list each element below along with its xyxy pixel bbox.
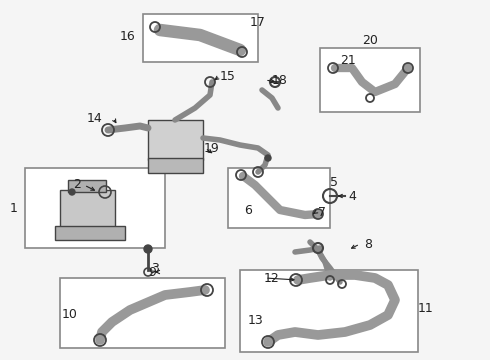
Text: 3: 3: [151, 261, 159, 274]
Text: 2: 2: [73, 179, 81, 192]
Text: 7: 7: [318, 206, 326, 219]
Bar: [60, 190, 115, 228]
Bar: [148, 120, 203, 160]
Bar: [55, 226, 125, 240]
Circle shape: [69, 189, 75, 195]
Text: 5: 5: [330, 175, 338, 189]
Bar: [25, 168, 165, 248]
Text: 17: 17: [250, 15, 266, 28]
Text: 1: 1: [10, 202, 18, 215]
Text: 6: 6: [244, 203, 252, 216]
Text: 14: 14: [87, 112, 103, 125]
Text: 21: 21: [340, 54, 356, 67]
Text: 11: 11: [418, 302, 434, 315]
Text: 4: 4: [348, 189, 356, 202]
Text: 20: 20: [362, 33, 378, 46]
Bar: [143, 14, 258, 62]
Text: 19: 19: [204, 141, 220, 154]
Text: 10: 10: [62, 307, 78, 320]
Text: 8: 8: [364, 238, 372, 251]
Bar: [320, 48, 420, 112]
Text: 16: 16: [120, 30, 136, 42]
Bar: [240, 270, 418, 352]
Bar: [228, 168, 330, 228]
Circle shape: [265, 155, 271, 161]
Text: 12: 12: [264, 271, 280, 284]
Text: 9: 9: [148, 266, 156, 279]
Circle shape: [144, 245, 152, 253]
Bar: [148, 158, 203, 173]
Bar: [60, 278, 225, 348]
Text: 13: 13: [248, 314, 264, 327]
Text: 18: 18: [272, 73, 288, 86]
Bar: [68, 180, 106, 192]
Text: 15: 15: [220, 69, 236, 82]
